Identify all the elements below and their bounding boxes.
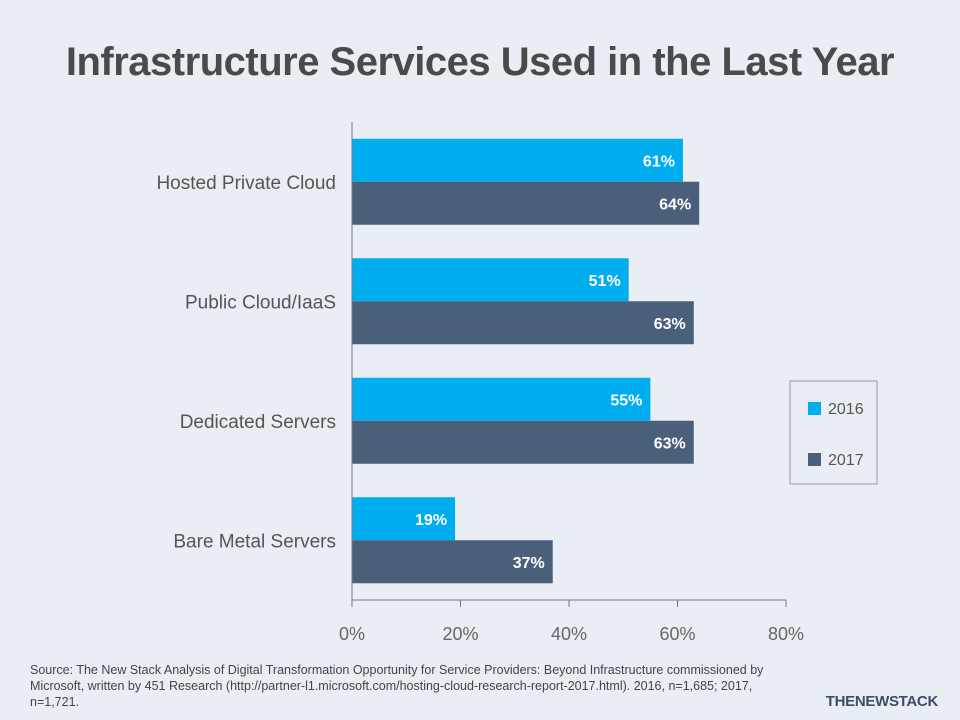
x-tick-label: 40% xyxy=(551,624,587,644)
chart-title: Infrastructure Services Used in the Last… xyxy=(65,40,895,84)
data-label: 51% xyxy=(589,273,621,290)
bar-2016-3 xyxy=(352,497,456,541)
bar-2017-0 xyxy=(352,181,700,225)
data-label: 37% xyxy=(513,555,545,572)
data-label: 61% xyxy=(643,153,675,170)
x-tick-label: 60% xyxy=(659,624,695,644)
data-label: 63% xyxy=(654,316,686,333)
legend-label: 2016 xyxy=(828,401,864,418)
source-note: Source: The New Stack Analysis of Digita… xyxy=(30,663,764,709)
data-label: 63% xyxy=(654,435,686,452)
data-label: 55% xyxy=(610,392,642,409)
legend-label: 2017 xyxy=(828,452,864,469)
legend-box xyxy=(789,380,878,485)
bar-2017-3 xyxy=(352,540,553,584)
data-label: 64% xyxy=(659,196,691,213)
x-tick-label: 20% xyxy=(442,624,478,644)
data-label: 19% xyxy=(415,512,447,529)
brand-logo: THENEWSTACK xyxy=(825,693,939,710)
bar-2017-1 xyxy=(352,301,694,345)
bar-2016-0 xyxy=(352,138,683,182)
x-tick-label: 0% xyxy=(339,624,365,644)
category-label: Hosted Private Cloud xyxy=(156,173,336,194)
x-tick-label: 80% xyxy=(768,624,804,644)
bar-2017-2 xyxy=(352,420,694,464)
category-label: Public Cloud/IaaS xyxy=(185,292,336,313)
category-label: Dedicated Servers xyxy=(180,412,336,433)
category-label: Bare Metal Servers xyxy=(173,531,336,552)
legend-swatch-2017 xyxy=(808,453,821,466)
bar-2016-2 xyxy=(352,377,651,421)
legend-swatch-2016 xyxy=(808,402,821,415)
bar-2016-1 xyxy=(352,258,629,302)
